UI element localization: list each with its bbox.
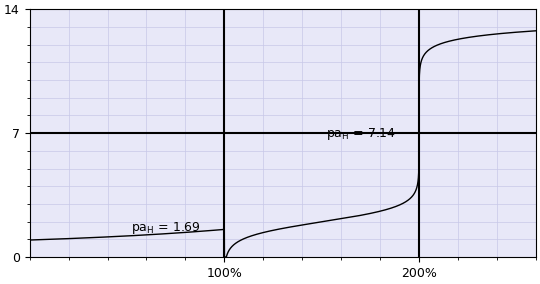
Text: $\mathrm{pa_H}$ = 1.69: $\mathrm{pa_H}$ = 1.69 xyxy=(131,220,201,235)
Text: $\mathrm{pa_H}$ = 7.14: $\mathrm{pa_H}$ = 7.14 xyxy=(326,126,396,142)
